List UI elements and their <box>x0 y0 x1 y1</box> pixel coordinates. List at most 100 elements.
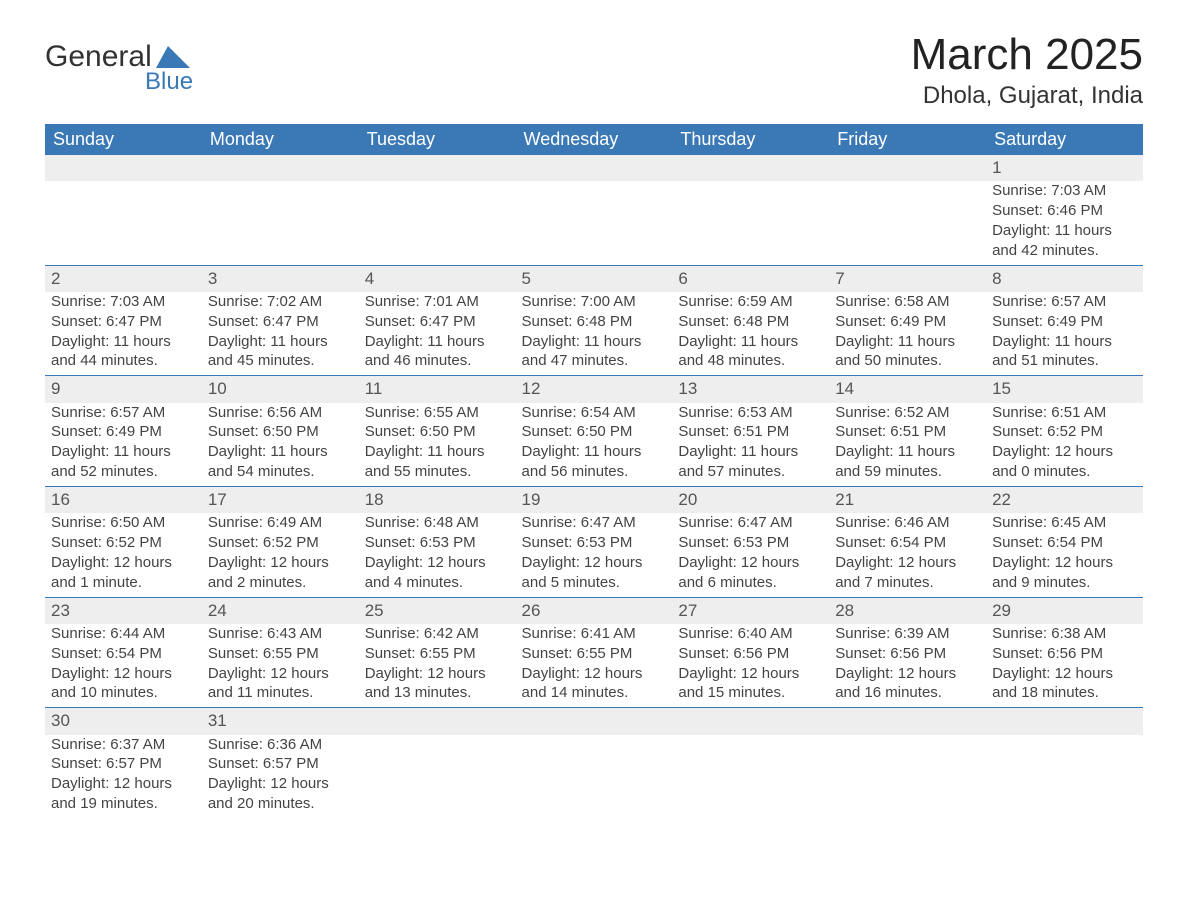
daylight-text: Daylight: 12 hours and 4 minutes. <box>365 553 510 593</box>
sunrise-text: Sunrise: 6:44 AM <box>51 624 196 644</box>
day-number: 19 <box>522 490 541 509</box>
day-content-cell: Sunrise: 7:03 AMSunset: 6:47 PMDaylight:… <box>45 292 202 376</box>
daylight-text: Daylight: 12 hours and 18 minutes. <box>992 664 1137 704</box>
day-number-cell: 10 <box>202 376 359 403</box>
sunset-text: Sunset: 6:51 PM <box>678 422 823 442</box>
daylight-text: Daylight: 11 hours and 56 minutes. <box>522 442 667 482</box>
sunrise-text: Sunrise: 6:42 AM <box>365 624 510 644</box>
day-number: 26 <box>522 601 541 620</box>
sunrise-text: Sunrise: 6:38 AM <box>992 624 1137 644</box>
sunset-text: Sunset: 6:47 PM <box>208 312 353 332</box>
day-content-cell: Sunrise: 6:46 AMSunset: 6:54 PMDaylight:… <box>829 513 986 597</box>
day-number-cell: 12 <box>516 376 673 403</box>
daylight-text: Daylight: 11 hours and 45 minutes. <box>208 332 353 372</box>
day-content-cell: Sunrise: 7:02 AMSunset: 6:47 PMDaylight:… <box>202 292 359 376</box>
day-content-cell <box>516 181 673 265</box>
day-content-cell: Sunrise: 6:48 AMSunset: 6:53 PMDaylight:… <box>359 513 516 597</box>
weekday-header: Tuesday <box>359 124 516 155</box>
sunrise-text: Sunrise: 6:46 AM <box>835 513 980 533</box>
day-content-cell: Sunrise: 6:43 AMSunset: 6:55 PMDaylight:… <box>202 624 359 708</box>
day-content-cell <box>672 735 829 818</box>
sunrise-text: Sunrise: 6:47 AM <box>522 513 667 533</box>
day-number-cell: 15 <box>986 376 1143 403</box>
day-content-cell <box>829 735 986 818</box>
daylight-text: Daylight: 12 hours and 1 minute. <box>51 553 196 593</box>
day-number-cell <box>829 708 986 735</box>
day-number-cell <box>672 155 829 181</box>
day-content-cell: Sunrise: 6:39 AMSunset: 6:56 PMDaylight:… <box>829 624 986 708</box>
sunrise-text: Sunrise: 6:59 AM <box>678 292 823 312</box>
sunrise-text: Sunrise: 7:02 AM <box>208 292 353 312</box>
sunrise-text: Sunrise: 6:36 AM <box>208 735 353 755</box>
day-number: 6 <box>678 269 687 288</box>
day-content-cell: Sunrise: 6:38 AMSunset: 6:56 PMDaylight:… <box>986 624 1143 708</box>
sunrise-text: Sunrise: 7:03 AM <box>51 292 196 312</box>
sunrise-text: Sunrise: 6:47 AM <box>678 513 823 533</box>
sunrise-text: Sunrise: 6:50 AM <box>51 513 196 533</box>
daylight-text: Daylight: 11 hours and 50 minutes. <box>835 332 980 372</box>
sunrise-text: Sunrise: 6:55 AM <box>365 403 510 423</box>
calendar-table: Sunday Monday Tuesday Wednesday Thursday… <box>45 124 1143 818</box>
daylight-text: Daylight: 11 hours and 44 minutes. <box>51 332 196 372</box>
daylight-text: Daylight: 11 hours and 42 minutes. <box>992 221 1137 261</box>
daylight-text: Daylight: 12 hours and 0 minutes. <box>992 442 1137 482</box>
sunset-text: Sunset: 6:49 PM <box>51 422 196 442</box>
day-content-cell: Sunrise: 6:54 AMSunset: 6:50 PMDaylight:… <box>516 403 673 487</box>
weekday-header: Thursday <box>672 124 829 155</box>
daynum-row: 16171819202122 <box>45 486 1143 513</box>
daylight-text: Daylight: 11 hours and 55 minutes. <box>365 442 510 482</box>
daylight-text: Daylight: 12 hours and 5 minutes. <box>522 553 667 593</box>
sunset-text: Sunset: 6:54 PM <box>51 644 196 664</box>
daylight-text: Daylight: 11 hours and 57 minutes. <box>678 442 823 482</box>
day-number: 14 <box>835 379 854 398</box>
sunrise-text: Sunrise: 6:39 AM <box>835 624 980 644</box>
day-content-cell <box>672 181 829 265</box>
sunset-text: Sunset: 6:55 PM <box>365 644 510 664</box>
day-number-cell: 13 <box>672 376 829 403</box>
daylight-text: Daylight: 11 hours and 59 minutes. <box>835 442 980 482</box>
weekday-header: Saturday <box>986 124 1143 155</box>
day-number: 16 <box>51 490 70 509</box>
sunrise-text: Sunrise: 6:57 AM <box>992 292 1137 312</box>
day-number: 7 <box>835 269 844 288</box>
day-number-cell: 18 <box>359 486 516 513</box>
sunset-text: Sunset: 6:47 PM <box>365 312 510 332</box>
day-content-cell: Sunrise: 6:41 AMSunset: 6:55 PMDaylight:… <box>516 624 673 708</box>
sunset-text: Sunset: 6:57 PM <box>208 754 353 774</box>
day-number: 24 <box>208 601 227 620</box>
sunrise-text: Sunrise: 6:53 AM <box>678 403 823 423</box>
day-number-cell: 28 <box>829 597 986 624</box>
title-block: March 2025 Dhola, Gujarat, India <box>911 30 1143 110</box>
day-number: 28 <box>835 601 854 620</box>
day-number-cell <box>45 155 202 181</box>
day-number-cell <box>829 155 986 181</box>
day-number: 31 <box>208 711 227 730</box>
day-number-cell: 23 <box>45 597 202 624</box>
sunset-text: Sunset: 6:49 PM <box>992 312 1137 332</box>
daylight-text: Daylight: 12 hours and 16 minutes. <box>835 664 980 704</box>
day-content-cell: Sunrise: 6:51 AMSunset: 6:52 PMDaylight:… <box>986 403 1143 487</box>
logo-flag-icon <box>156 46 190 68</box>
page-header: General Blue March 2025 Dhola, Gujarat, … <box>45 30 1143 110</box>
day-number: 1 <box>992 158 1001 177</box>
sunset-text: Sunset: 6:46 PM <box>992 201 1137 221</box>
day-number-cell: 2 <box>45 265 202 292</box>
day-content-cell <box>202 181 359 265</box>
content-row: Sunrise: 6:37 AMSunset: 6:57 PMDaylight:… <box>45 735 1143 818</box>
day-number: 8 <box>992 269 1001 288</box>
sunrise-text: Sunrise: 6:45 AM <box>992 513 1137 533</box>
day-number-cell: 25 <box>359 597 516 624</box>
daylight-text: Daylight: 11 hours and 51 minutes. <box>992 332 1137 372</box>
day-content-cell: Sunrise: 6:57 AMSunset: 6:49 PMDaylight:… <box>45 403 202 487</box>
day-number: 11 <box>365 379 383 398</box>
day-content-cell: Sunrise: 7:00 AMSunset: 6:48 PMDaylight:… <box>516 292 673 376</box>
day-number-cell: 20 <box>672 486 829 513</box>
day-number-cell: 31 <box>202 708 359 735</box>
day-number: 18 <box>365 490 384 509</box>
daynum-row: 23242526272829 <box>45 597 1143 624</box>
sunrise-text: Sunrise: 6:51 AM <box>992 403 1137 423</box>
day-content-cell: Sunrise: 6:36 AMSunset: 6:57 PMDaylight:… <box>202 735 359 818</box>
day-number-cell: 5 <box>516 265 673 292</box>
sunrise-text: Sunrise: 6:40 AM <box>678 624 823 644</box>
sunset-text: Sunset: 6:56 PM <box>835 644 980 664</box>
